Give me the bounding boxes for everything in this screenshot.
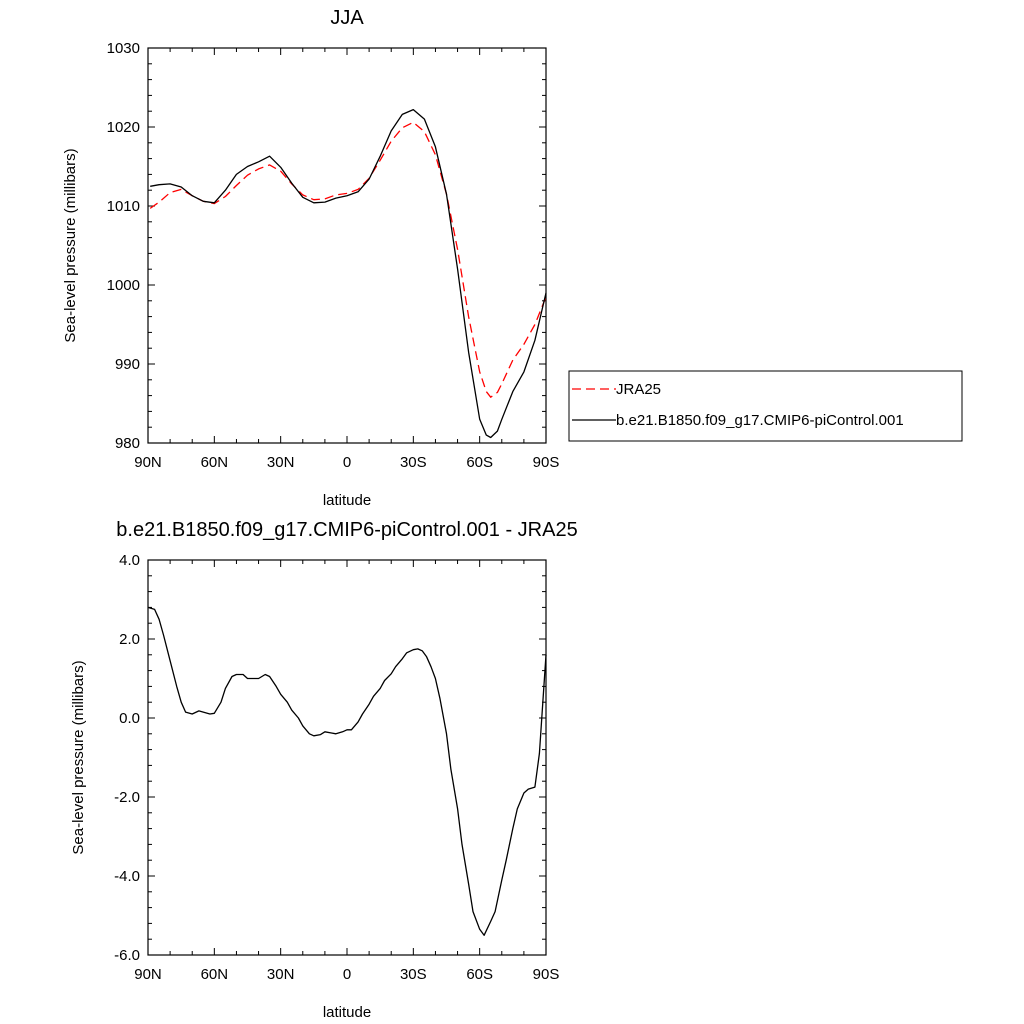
legend-label: b.e21.B1850.f09_g17.CMIP6-piControl.001 — [616, 412, 904, 429]
y-tick-label: 4.0 — [119, 552, 140, 569]
y-tick-label: -6.0 — [114, 947, 140, 964]
plot-frame — [147, 47, 547, 444]
y-tick-label: 1030 — [107, 40, 140, 57]
x-tick-label: 90N — [134, 966, 162, 983]
x-tick-label: 0 — [343, 966, 351, 983]
legend-box — [568, 370, 963, 442]
x-tick-label: 60N — [201, 966, 229, 983]
bottom-chart: b.e21.B1850.f09_g17.CMIP6-piControl.001 … — [70, 519, 578, 1021]
legend: JRA25 b.e21.B1850.f09_g17.CMIP6-piControl… — [568, 370, 963, 442]
y-axis-label: Sea-level pressure (millibars) — [62, 148, 79, 342]
series-line-jra25 — [149, 121, 547, 398]
x-tick-label: 90S — [533, 454, 560, 471]
x-axis-label: latitude — [323, 492, 371, 509]
x-tick-label: 0 — [343, 454, 351, 471]
x-tick-label: 60S — [466, 454, 493, 471]
x-tick-label: 60N — [201, 454, 229, 471]
series-line-model — [147, 606, 547, 936]
x-tick-label: 30N — [267, 966, 295, 983]
legend-label: JRA25 — [616, 381, 661, 398]
chart-title: JJA — [330, 7, 364, 29]
x-tick-label: 60S — [466, 966, 493, 983]
y-axis-label: Sea-level pressure (millibars) — [70, 660, 87, 854]
x-axis-label: latitude — [323, 1004, 371, 1021]
chart-title: b.e21.B1850.f09_g17.CMIP6-piControl.001 … — [116, 519, 577, 541]
plot-frame — [147, 559, 547, 956]
y-tick-label: -4.0 — [114, 868, 140, 885]
y-tick-label: 1010 — [107, 198, 140, 215]
top-chart: JJA 90N 60N 30N 0 30S 60S 90S 980 990 1000 1010 1020… — [62, 7, 963, 509]
y-tick-label: -2.0 — [114, 789, 140, 806]
x-tick-label: 30S — [400, 966, 427, 983]
y-tick-label: 980 — [115, 435, 140, 452]
x-tick-label: 90N — [134, 454, 162, 471]
y-tick-label: 2.0 — [119, 631, 140, 648]
y-tick-label: 990 — [115, 356, 140, 373]
x-tick-label: 90S — [533, 966, 560, 983]
y-tick-label: 1020 — [107, 119, 140, 136]
y-tick-label: 0.0 — [119, 710, 140, 727]
x-tick-label: 30S — [400, 454, 427, 471]
x-tick-label: 30N — [267, 454, 295, 471]
series-line-model — [150, 108, 547, 439]
y-tick-label: 1000 — [107, 277, 140, 294]
